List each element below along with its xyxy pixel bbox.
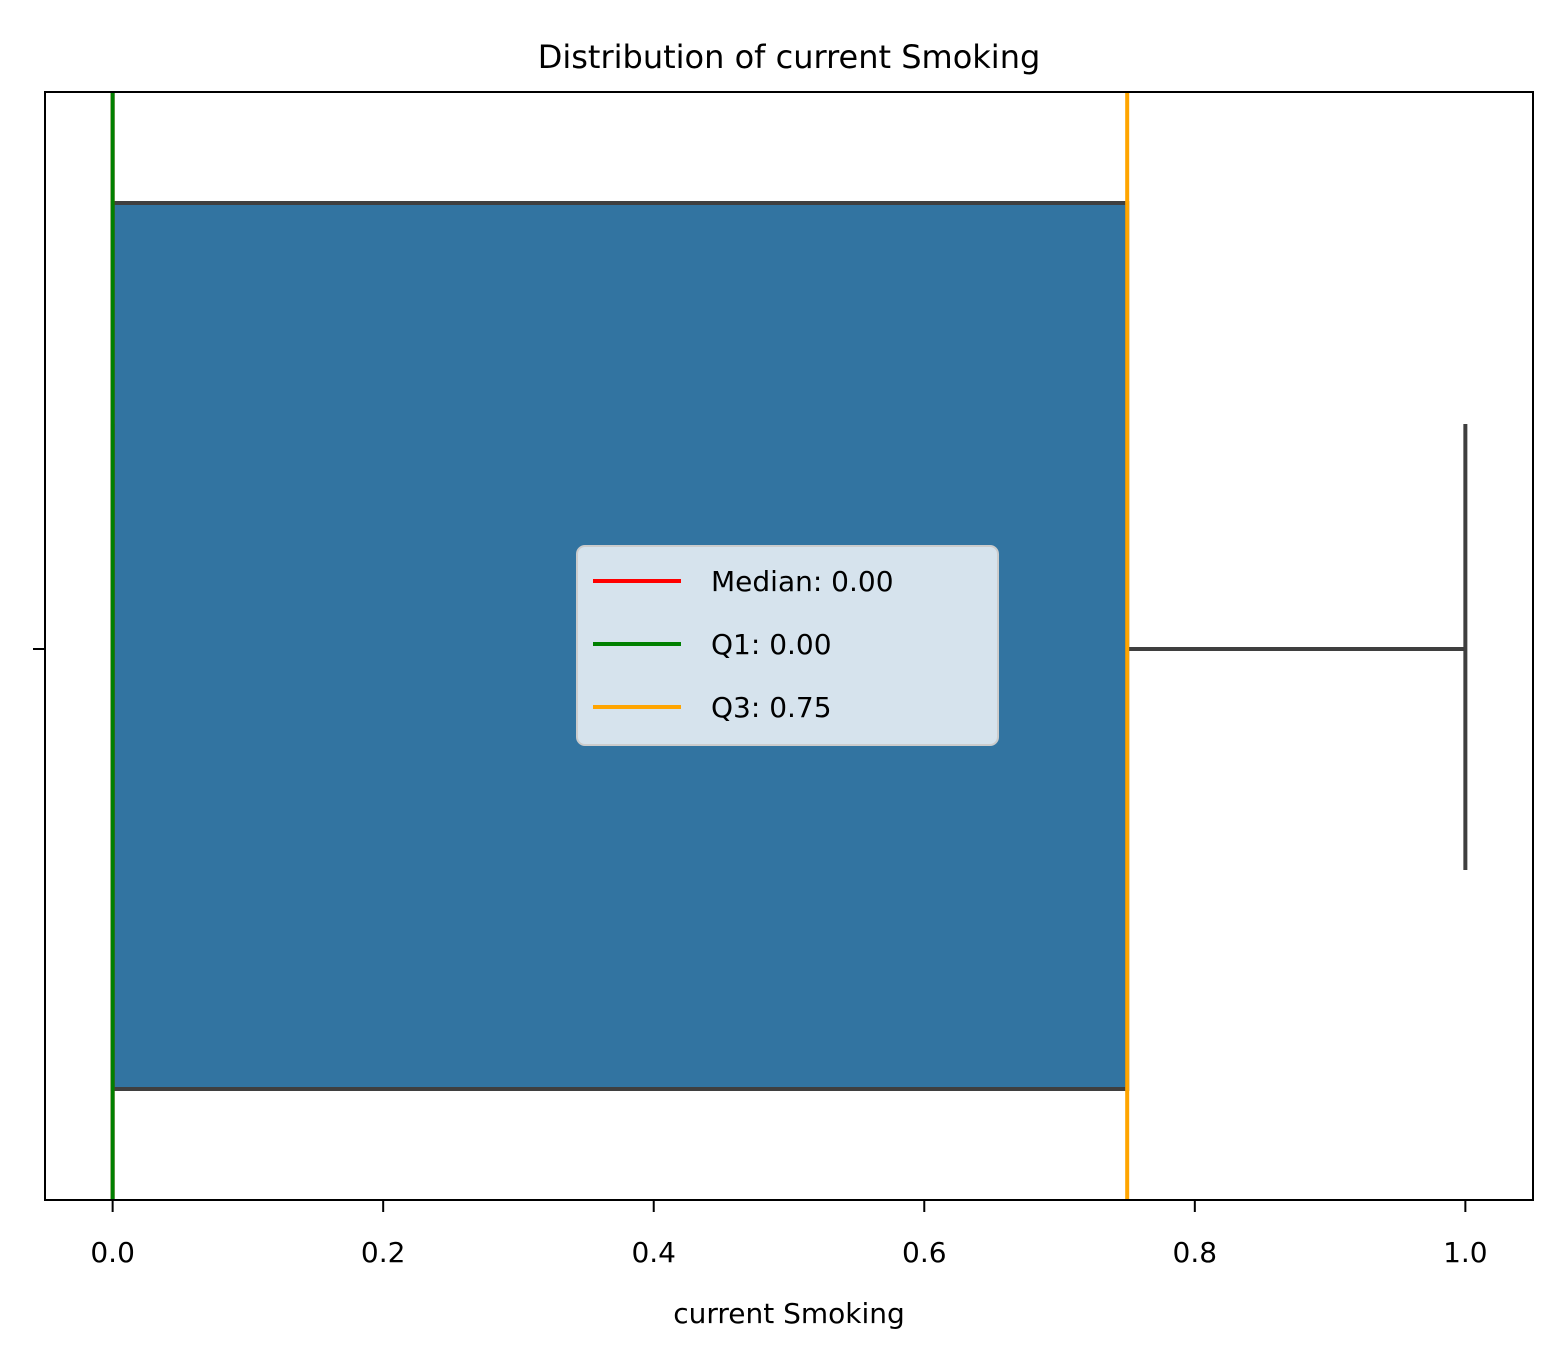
x-tick-label: 1.0 bbox=[1443, 1236, 1488, 1269]
x-tick-label: 0.0 bbox=[90, 1236, 135, 1269]
legend-entry-label: Q3: 0.75 bbox=[711, 691, 832, 724]
legend-frame bbox=[576, 545, 999, 746]
legend: Median: 0.00 Q1: 0.00 Q3: 0.75 bbox=[576, 545, 999, 746]
x-tick-label: 0.4 bbox=[631, 1236, 676, 1269]
x-tick-label: 0.6 bbox=[902, 1236, 947, 1269]
axes-frame bbox=[44, 91, 1534, 1201]
x-tick-label: 0.2 bbox=[361, 1236, 406, 1269]
x-axis: 0.0 0.2 0.4 0.6 0.8 1.0 bbox=[90, 1200, 1488, 1269]
x-tick-label: 0.8 bbox=[1173, 1236, 1218, 1269]
legend-entry-label: Median: 0.00 bbox=[711, 565, 894, 598]
chart-title: Distribution of current Smoking bbox=[538, 38, 1041, 76]
legend-entry-label: Q1: 0.00 bbox=[711, 628, 832, 661]
x-axis-label: current Smoking bbox=[673, 1297, 905, 1330]
